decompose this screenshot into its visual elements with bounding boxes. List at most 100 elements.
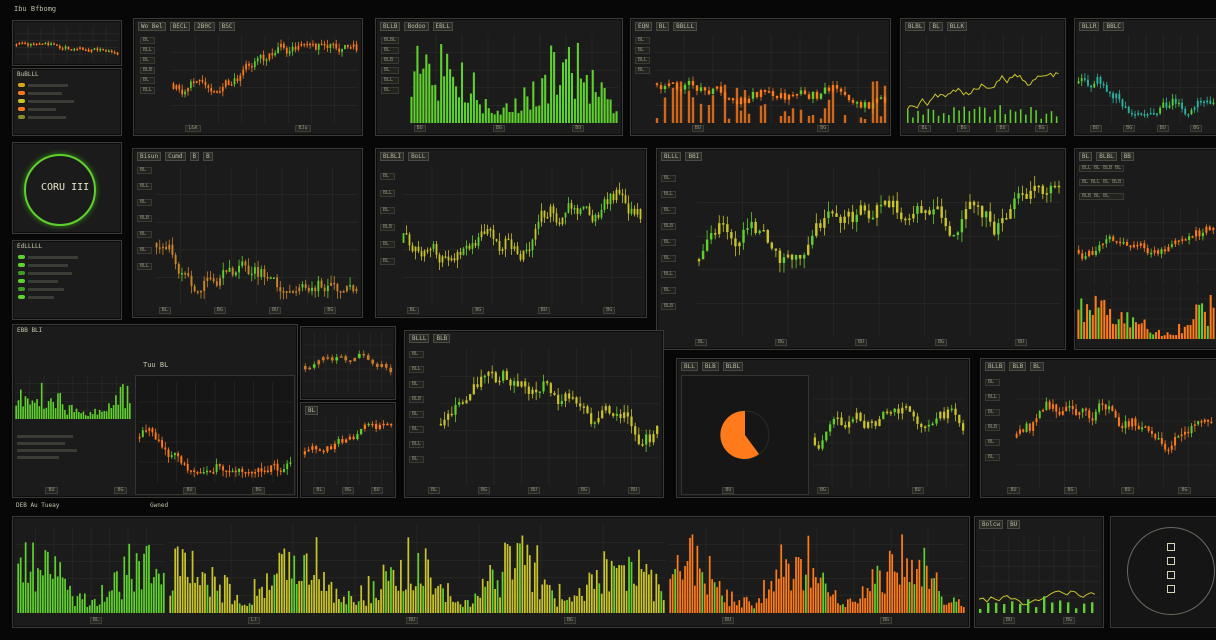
volume-bar xyxy=(266,573,268,613)
chart-panel-top-4[interactable]: BLBL BL BLLK BL BG BU BG xyxy=(900,18,1066,136)
ring-widget-panel[interactable]: CORU III xyxy=(12,142,122,234)
list-item[interactable] xyxy=(18,263,78,267)
volume-bar xyxy=(603,551,606,613)
volume-bar xyxy=(122,384,124,419)
gauge-icon-stack xyxy=(1167,543,1175,597)
candle-body xyxy=(675,82,679,90)
volume-bar xyxy=(514,98,517,123)
candle-body xyxy=(456,251,459,261)
volume-bar xyxy=(455,86,458,123)
chart-panel-low-3[interactable]: BLLL BLB BL BLL BL BLB BL BL BLL BL BL BG BU BG BU xyxy=(404,330,664,498)
volume-bar xyxy=(460,62,464,123)
candle-body xyxy=(586,406,589,414)
mini-chart-panel[interactable] xyxy=(12,20,122,66)
candle-body xyxy=(1167,449,1170,452)
candle-body xyxy=(751,92,755,99)
chart-panel-mid-2[interactable]: BLBLI BoLL BL BLL BL BLB BL BL BL BG BU BG xyxy=(375,148,647,318)
volume-bar xyxy=(179,576,182,613)
chart-panel-top-5[interactable]: BLLR BBLC BU BG BU BG xyxy=(1074,18,1216,136)
panel-title: EBB BLI xyxy=(17,327,43,334)
chart-panel-low-2[interactable]: BL BL BG BU xyxy=(300,402,396,498)
candle-body xyxy=(250,472,253,474)
volume-bar xyxy=(731,591,733,613)
candle-body xyxy=(1033,185,1036,191)
candle-body xyxy=(874,421,877,426)
chart-panel-low-2a[interactable] xyxy=(300,326,396,400)
chart-panel-top-1[interactable]: Wo Bel BECL 2B0C BSC BL BLL BL BLB BL BLL L&k BJu xyxy=(133,18,363,136)
volume-bar xyxy=(674,568,677,613)
volume-bar xyxy=(1080,298,1083,339)
candle-body xyxy=(950,408,953,411)
volume-chart xyxy=(1077,289,1215,339)
candle-body xyxy=(1171,98,1174,106)
bottom-volume-panel[interactable]: BL Ll BU BG BU BG xyxy=(12,516,970,628)
list-item[interactable] xyxy=(18,271,78,275)
volume-bar xyxy=(643,571,645,613)
volume-bar xyxy=(484,99,487,123)
volume-bar xyxy=(1206,325,1209,339)
volume-bar xyxy=(520,110,523,123)
volume-bar xyxy=(955,601,958,613)
volume-bar xyxy=(728,606,731,613)
list-item[interactable] xyxy=(18,99,74,103)
candle-body xyxy=(931,423,934,426)
candle-body xyxy=(280,43,282,48)
list-item[interactable] xyxy=(17,435,77,438)
volume-bar xyxy=(452,601,454,613)
candle-body xyxy=(972,201,976,206)
volume-bar xyxy=(595,569,598,613)
list-item[interactable] xyxy=(17,442,77,445)
list-item[interactable] xyxy=(17,456,77,459)
candle-body xyxy=(181,89,184,95)
candle-body xyxy=(573,208,576,210)
list-item[interactable] xyxy=(18,91,74,95)
volume-bar xyxy=(723,84,727,123)
chart-panel-low-1[interactable]: EBB BLI Tuu BL BU BG BU BG xyxy=(12,324,298,498)
volume-bar xyxy=(598,583,601,613)
list-item[interactable] xyxy=(18,279,78,283)
chart-panel-mid-1[interactable]: Bisun Cumd B B BL BLL BL BLB BL BL BLL BL BG BU BG xyxy=(132,148,363,318)
list-item[interactable] xyxy=(17,449,77,452)
panel-foot: L&k BJu xyxy=(138,125,358,132)
volume-bar xyxy=(400,559,402,613)
candle-body xyxy=(76,48,78,51)
bottom-small-panel[interactable]: Bolcw BU BU BG xyxy=(974,516,1104,628)
chart-panel-low-5[interactable]: BLLB BLB BL BL BLL BL BLB BL BL BU BG BU BG xyxy=(980,358,1216,498)
chart-panel-mid-3[interactable]: BLLL BBI BL BLL BL BLB BL BL BLL BL BLB BL BG BU BG B… xyxy=(656,148,1066,350)
list-item[interactable] xyxy=(18,295,78,299)
candle-body xyxy=(719,86,723,93)
chart-panel-top-3[interactable]: EQN BL BBLLL BL BL BLL BL BU BG xyxy=(630,18,891,136)
candle-body xyxy=(588,206,591,216)
chart-panel-top-2[interactable]: BLLB Bodoo EBLL BLBL BL BLB BL BLL BL BU BG BU xyxy=(375,18,623,136)
volume-bar xyxy=(19,389,22,419)
volume-bar xyxy=(531,592,534,613)
candle-body xyxy=(50,43,52,46)
list-item[interactable] xyxy=(18,287,78,291)
volume-bar xyxy=(360,585,363,613)
chart-panel-mid-4[interactable]: BL BLBL BB BLL BL BLB BL BL BLL BL BLB BLB B… xyxy=(1074,148,1216,350)
volume-bar xyxy=(17,563,20,613)
candle-body xyxy=(621,193,624,196)
volume-bar xyxy=(36,399,38,419)
bottom-ring-panel[interactable] xyxy=(1110,516,1216,628)
volume-bar xyxy=(721,595,723,613)
candle-body xyxy=(266,470,269,473)
volume-bar xyxy=(842,604,844,613)
candle-body xyxy=(936,206,939,210)
chart-panel-low-4[interactable]: BLL BLB BLBL BU BG BU xyxy=(676,358,970,498)
candle-body xyxy=(1037,185,1040,188)
list-item[interactable] xyxy=(18,255,78,259)
list-item[interactable] xyxy=(18,107,74,111)
candle-body xyxy=(1154,433,1157,439)
candle-body xyxy=(174,254,177,264)
volume-bar xyxy=(648,574,650,613)
candle-body xyxy=(746,228,749,230)
candle-body xyxy=(603,199,606,210)
volume-bar xyxy=(834,590,837,613)
list-item[interactable] xyxy=(18,115,74,119)
volume-bar xyxy=(1160,336,1163,339)
panel-tabs: BLLL BLB xyxy=(409,334,659,343)
list-item[interactable] xyxy=(18,83,74,87)
volume-bar xyxy=(583,600,586,613)
volume-bar xyxy=(1140,323,1143,339)
